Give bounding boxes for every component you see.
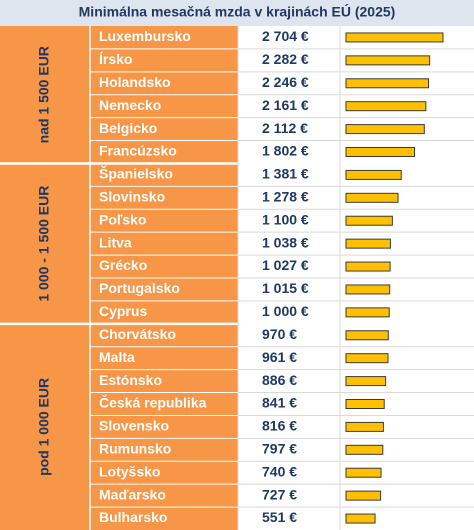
value-label: 2 161 € [262,97,309,113]
group-cell [0,163,238,324]
bar [345,55,431,66]
country-label: Francúzsko [99,143,177,159]
value-label: 551 € [262,509,297,525]
value-label: 2 246 € [262,74,309,90]
value-label: 1 100 € [262,211,309,227]
country-label: Česká republika [99,394,207,411]
title-background [0,0,474,26]
bar [345,467,382,478]
bar [345,215,393,226]
value-label: 1 802 € [262,143,309,159]
bar [345,307,390,318]
country-label: Cyprus [99,303,147,319]
country-label: Luxembursko [99,28,191,44]
value-label: 797 € [262,441,297,457]
country-label: Malta [99,349,135,365]
bar [345,444,384,455]
country-label: Bulharsko [99,509,167,525]
country-label: Belgicko [99,120,157,136]
value-label: 1 015 € [262,280,309,296]
bar [345,261,391,272]
value-label: 740 € [262,463,297,479]
bar [345,490,382,501]
value-label: 2 704 € [262,28,309,44]
value-label: 886 € [262,372,297,388]
bar [345,284,391,295]
group-label: pod 1 000 EUR [36,378,52,476]
group-label: 1 000 - 1 500 EUR [36,186,52,302]
bar [345,330,389,341]
bar [345,101,427,112]
country-label: Estónsko [99,372,162,388]
bar [345,238,391,249]
group-cell [0,323,238,530]
group-label: nad 1 500 EUR [36,46,52,143]
value-label: 1 000 € [262,303,309,319]
value-label: 816 € [262,418,297,434]
value-label: 727 € [262,486,297,502]
country-label: Lotyšsko [99,463,160,479]
bar [345,78,430,89]
bar [345,399,385,409]
bar [345,421,384,432]
value-label: 1 027 € [262,257,309,273]
country-label: Chorvátsko [99,326,176,342]
value-label: 970 € [262,326,297,342]
country-label: Litva [99,234,132,250]
country-label: Portugalsko [99,280,180,296]
bar [345,192,399,203]
value-label: 1 381 € [262,166,309,182]
bar [345,376,387,387]
country-label: Nemecko [99,97,161,113]
value-label: 841 € [262,395,297,411]
country-label: Holandsko [99,74,171,90]
bar [345,32,444,43]
value-label: 2 112 € [262,120,308,136]
country-label: Maďarsko [99,486,166,502]
country-label: Slovensko [99,418,169,434]
bar [345,147,416,157]
country-label: Rumunsko [99,441,171,457]
value-label: 1 278 € [262,189,309,205]
country-label: Slovinsko [99,189,165,205]
value-label: 961 € [262,349,297,365]
chart-title: Minimálna mesačná mzda v krajinách EÚ (2… [79,3,396,20]
bar [345,124,425,135]
bar [345,169,402,180]
value-label: 1 038 € [262,234,309,250]
country-label: Írsko [99,51,132,67]
bar [345,353,389,364]
country-label: Grécko [99,257,147,273]
country-label: Španielsko [99,165,173,182]
bar [345,513,376,524]
country-label: Poľsko [99,211,146,227]
value-label: 2 282 € [262,51,309,67]
